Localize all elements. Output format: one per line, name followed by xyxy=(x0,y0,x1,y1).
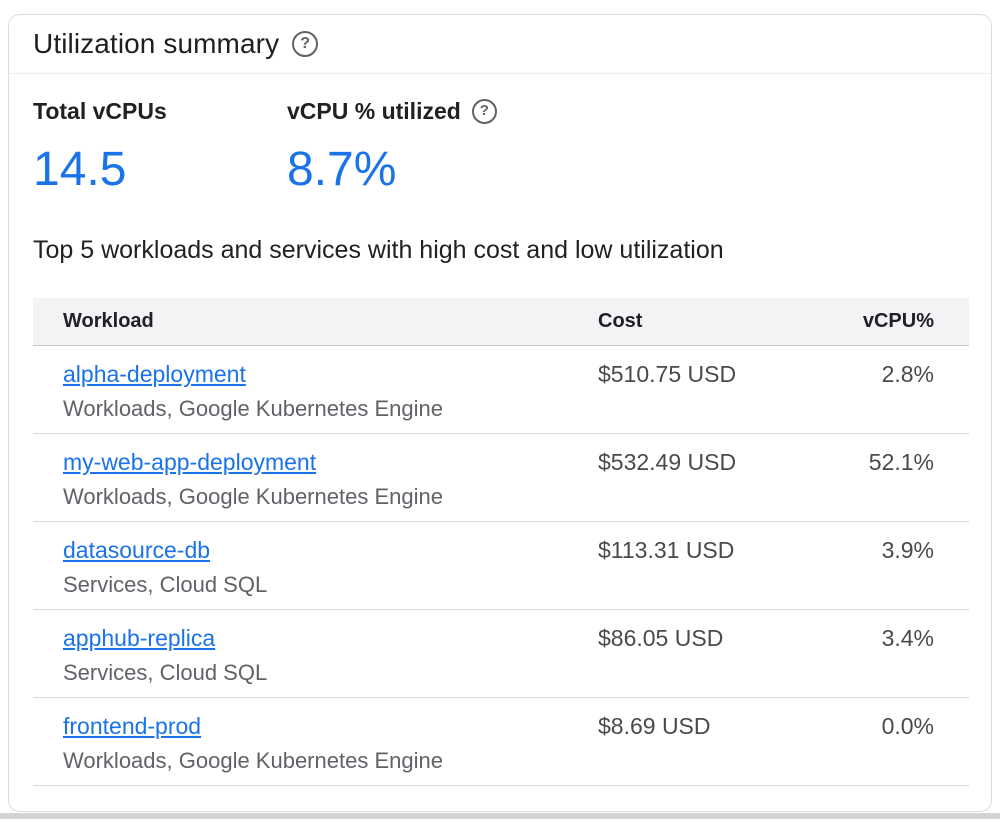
cost-value: $113.31 USD xyxy=(598,537,735,563)
stat-vcpu-utilized: vCPU % utilized ? 8.7% xyxy=(287,97,497,195)
workload-cell: frontend-prod Workloads, Google Kubernet… xyxy=(33,711,598,775)
card-title: Utilization summary xyxy=(33,28,280,59)
vcpu-value: 3.9% xyxy=(881,537,934,563)
vcpu-value: 3.4% xyxy=(881,625,934,651)
stat-label: Total vCPUs xyxy=(33,97,287,125)
table-row: datasource-db Services, Cloud SQL $113.3… xyxy=(33,522,969,610)
table-row: apphub-replica Services, Cloud SQL $86.0… xyxy=(33,610,969,698)
table-row: my-web-app-deployment Workloads, Google … xyxy=(33,434,969,522)
stats-row: Total vCPUs 14.5 vCPU % utilized ? 8.7% xyxy=(33,97,967,195)
vcpu-value: 52.1% xyxy=(868,449,934,475)
card-header: Utilization summary ? xyxy=(9,15,991,74)
workload-source: Services, Cloud SQL xyxy=(63,660,268,685)
workload-source: Workloads, Google Kubernetes Engine xyxy=(63,484,443,509)
bottom-divider xyxy=(0,813,1000,819)
cost-value: $8.69 USD xyxy=(598,713,711,739)
cost-value: $532.49 USD xyxy=(598,449,737,475)
table-row: frontend-prod Workloads, Google Kubernet… xyxy=(33,698,969,786)
cost-value: $510.75 USD xyxy=(598,361,737,387)
help-icon[interactable]: ? xyxy=(292,31,319,57)
stat-label-text: vCPU % utilized xyxy=(287,98,461,124)
column-header-workload: Workload xyxy=(63,310,154,332)
table-caption: Top 5 workloads and services with high c… xyxy=(33,236,724,264)
column-header-cost: Cost xyxy=(598,310,643,332)
stat-value: 14.5 xyxy=(33,143,127,196)
workload-source: Workloads, Google Kubernetes Engine xyxy=(63,748,443,773)
workload-link[interactable]: frontend-prod xyxy=(63,713,202,739)
top-workloads-table: Workload Cost vCPU% alpha-deployment Wor… xyxy=(33,298,969,786)
workload-link[interactable]: apphub-replica xyxy=(63,625,216,651)
workload-link[interactable]: alpha-deployment xyxy=(63,361,246,387)
table-row: alpha-deployment Workloads, Google Kuber… xyxy=(33,346,969,434)
column-header-vcpu: vCPU% xyxy=(862,310,934,332)
workload-link[interactable]: datasource-db xyxy=(63,537,211,563)
workload-source: Workloads, Google Kubernetes Engine xyxy=(63,396,443,421)
help-icon[interactable]: ? xyxy=(471,98,497,124)
stat-value: 8.7% xyxy=(287,143,397,196)
workload-cell: alpha-deployment Workloads, Google Kuber… xyxy=(33,359,598,423)
workload-link[interactable]: my-web-app-deployment xyxy=(63,449,317,475)
workload-cell: my-web-app-deployment Workloads, Google … xyxy=(33,447,598,511)
vcpu-value: 2.8% xyxy=(881,361,934,387)
workload-source: Services, Cloud SQL xyxy=(63,572,268,597)
cost-value: $86.05 USD xyxy=(598,625,724,651)
workload-cell: datasource-db Services, Cloud SQL xyxy=(33,535,598,599)
stat-label-text: Total vCPUs xyxy=(33,98,167,124)
stat-total-vcpus: Total vCPUs 14.5 xyxy=(33,97,287,195)
table-header-row: Workload Cost vCPU% xyxy=(33,298,969,346)
vcpu-value: 0.0% xyxy=(881,713,934,739)
workload-cell: apphub-replica Services, Cloud SQL xyxy=(33,623,598,687)
utilization-summary-card: Utilization summary ? Total vCPUs 14.5 v… xyxy=(8,14,992,812)
stat-label: vCPU % utilized ? xyxy=(287,97,497,125)
